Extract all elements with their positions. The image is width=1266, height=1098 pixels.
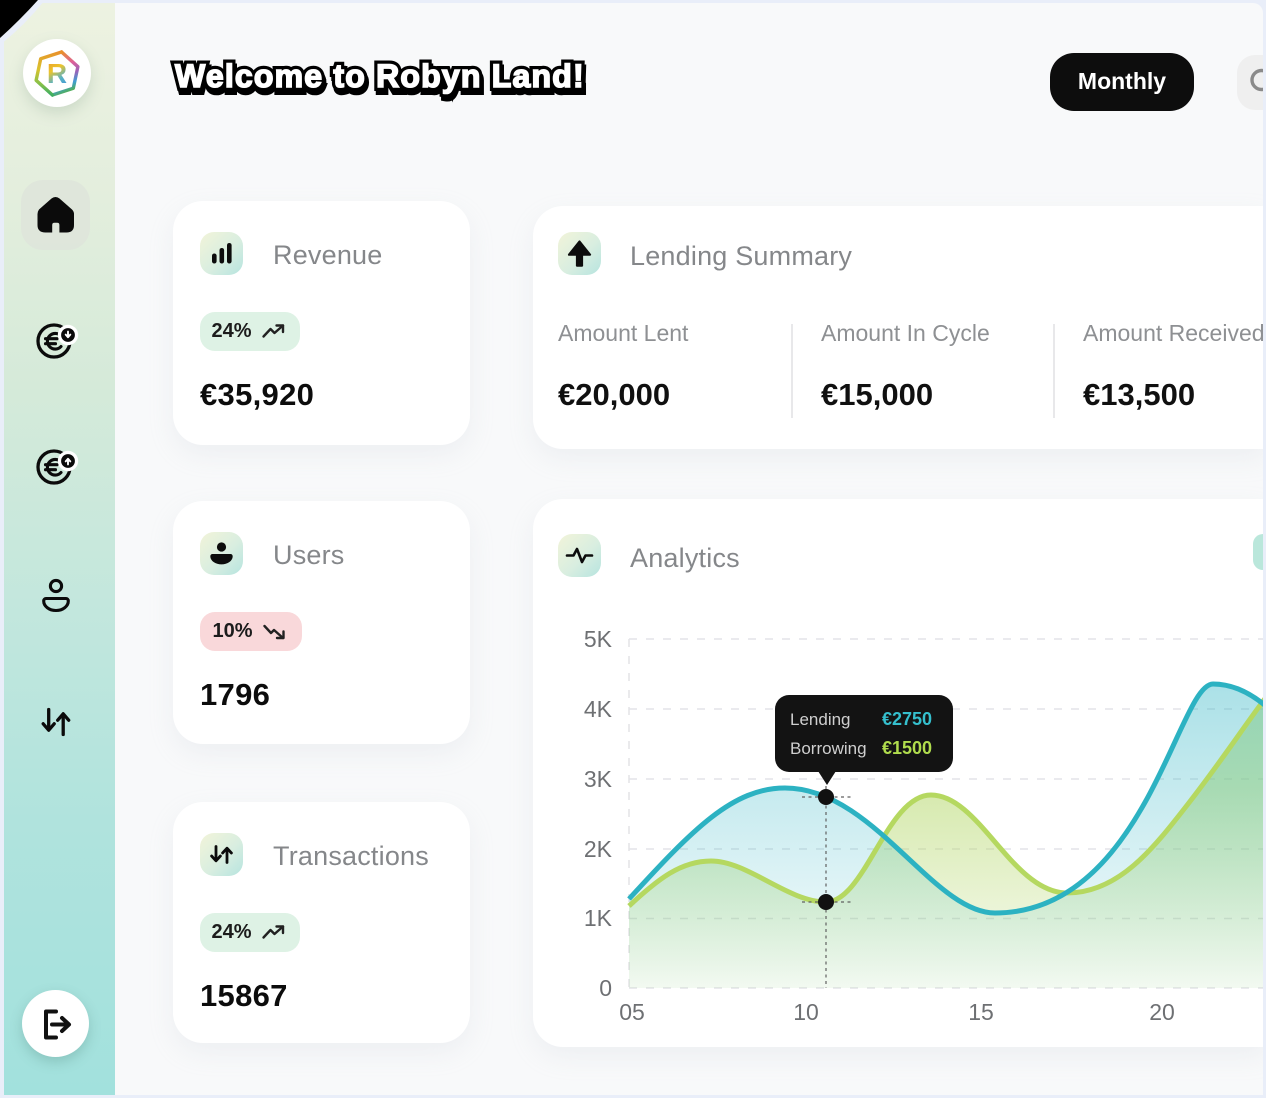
- svg-text:Lending: Lending: [790, 710, 851, 729]
- svg-text:05: 05: [619, 999, 645, 1025]
- svg-text:20: 20: [1149, 999, 1175, 1025]
- svg-text:4K: 4K: [584, 696, 613, 722]
- svg-text:0: 0: [599, 975, 612, 1001]
- svg-text:10: 10: [793, 999, 819, 1025]
- svg-text:3K: 3K: [584, 766, 613, 792]
- svg-text:€1500: €1500: [882, 738, 932, 758]
- svg-text:R: R: [47, 58, 67, 89]
- svg-text:15: 15: [968, 999, 994, 1025]
- svg-text:2K: 2K: [584, 836, 613, 862]
- svg-text:€2750: €2750: [882, 709, 932, 729]
- svg-text:5K: 5K: [584, 626, 613, 652]
- svg-text:1K: 1K: [584, 905, 613, 931]
- svg-text:Borrowing: Borrowing: [790, 739, 867, 758]
